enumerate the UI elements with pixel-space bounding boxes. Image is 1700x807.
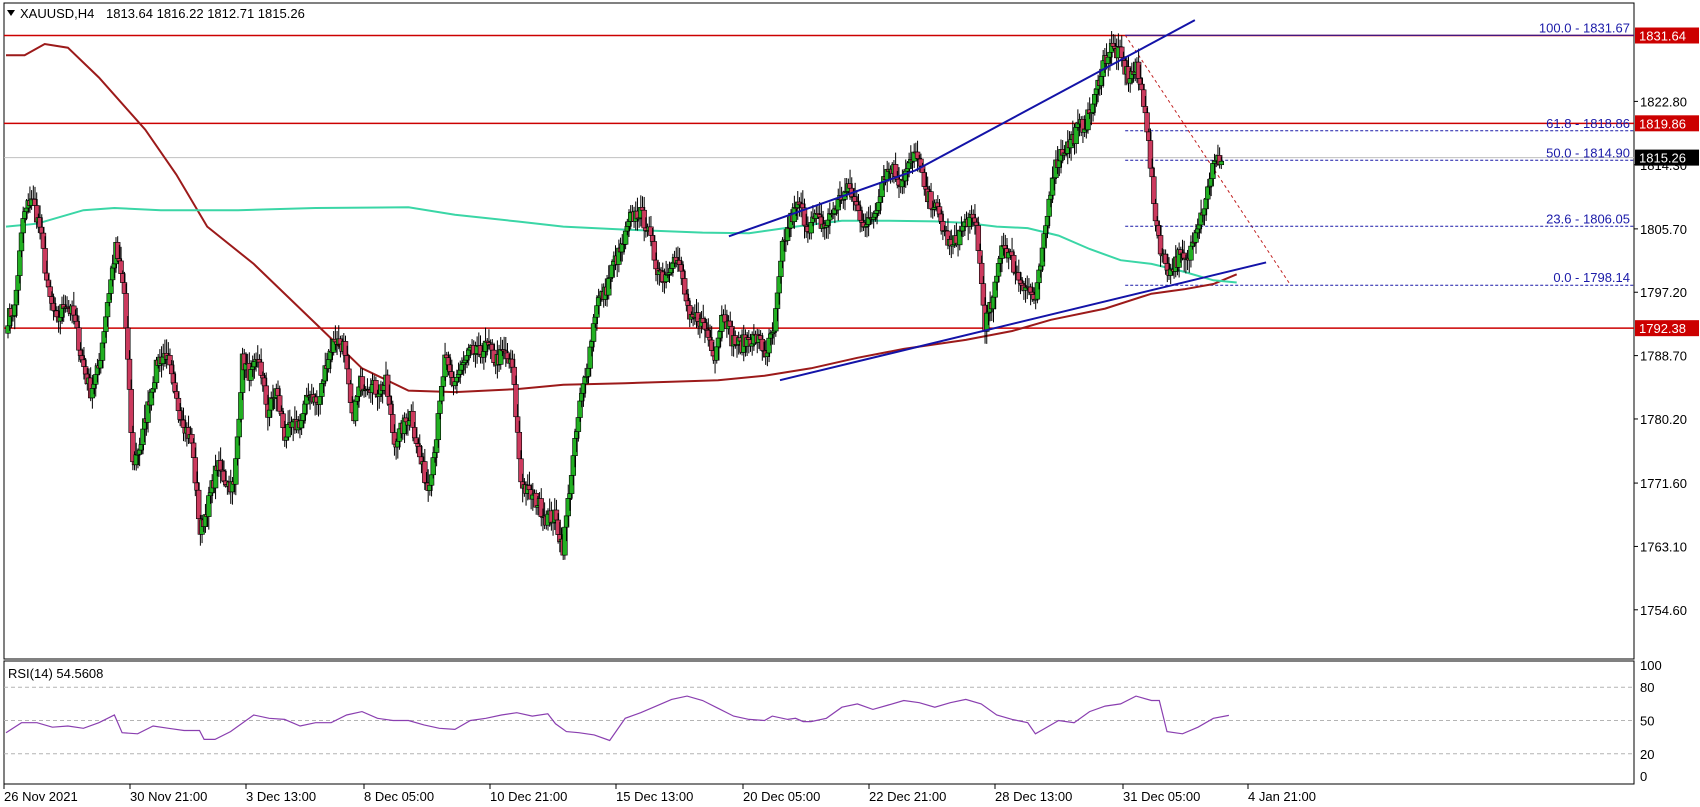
price-tick-label: 1797.20 (1640, 285, 1687, 300)
rsi-tick-label: 50 (1640, 714, 1654, 729)
trendline (914, 19, 1196, 172)
current-price-label: 1815.26 (1639, 151, 1686, 166)
level-price-tag (1635, 320, 1699, 337)
rsi-pane-frame (3, 660, 1635, 785)
time-tick-label: 20 Dec 05:00 (743, 789, 820, 804)
time-tick-label: 26 Nov 2021 (4, 789, 78, 804)
fibonacci-retracement: 100.0 - 1831.67 61.8 - 1818.86 50.0 - 1814… (1124, 20, 1634, 286)
current-price-tag (1635, 149, 1699, 166)
fib-level-label: 23.6 - 1806.05 (1546, 211, 1630, 226)
candle (1218, 156, 1225, 170)
time-axis: 26 Nov 2021 30 Nov 21:00 3 Dec 13:00 8 Dec … (3, 784, 1316, 804)
main-pane-frame (3, 2, 1635, 660)
time-tick-label: 4 Jan 21:00 (1248, 789, 1316, 804)
symbol-label: XAUUSD,H4 (20, 6, 94, 21)
time-tick-label: 3 Dec 13:00 (246, 789, 316, 804)
slow-moving-average-line (6, 42, 1238, 394)
level-price-tag (1635, 27, 1699, 44)
dropdown-triangle-icon[interactable] (7, 10, 15, 16)
fib-level-label: 100.0 - 1831.67 (1539, 20, 1630, 35)
price-tick-label: 1780.20 (1640, 412, 1687, 427)
rsi-tick-label: 80 (1640, 680, 1654, 695)
candle-body (1218, 160, 1225, 166)
fib-level-label: 61.8 - 1818.86 (1546, 116, 1630, 131)
candle-body (195, 489, 202, 520)
rsi-tick-label: 0 (1640, 769, 1647, 784)
moving-averages (5, 42, 1238, 394)
time-tick-label: 31 Dec 05:00 (1123, 789, 1200, 804)
level-price-label: 1792.38 (1639, 321, 1686, 336)
price-tick-label: 1822.80 (1640, 94, 1687, 109)
time-tick-label: 10 Dec 21:00 (490, 789, 567, 804)
time-tick-label: 8 Dec 05:00 (364, 789, 434, 804)
level-price-label: 1831.64 (1639, 29, 1686, 44)
price-tick-label: 1754.60 (1640, 603, 1687, 618)
candlesticks (5, 31, 1225, 560)
fast-moving-average-line (5, 206, 1237, 284)
rsi-label: RSI(14) 54.5608 (8, 666, 103, 681)
time-tick-label: 15 Dec 13:00 (616, 789, 693, 804)
time-tick-label: 28 Dec 13:00 (995, 789, 1072, 804)
fib-level-label: 0.0 - 1798.14 (1553, 270, 1630, 285)
price-axis: 1822.801814.301805.701797.201788.701780.… (1634, 94, 1699, 618)
time-tick-label: 30 Nov 21:00 (130, 789, 207, 804)
rsi-tick-label: 20 (1640, 747, 1654, 762)
price-tick-label: 1763.10 (1640, 539, 1687, 554)
time-tick-label: 22 Dec 21:00 (869, 789, 946, 804)
trendline (779, 261, 1267, 382)
price-tick-label: 1788.70 (1640, 349, 1687, 364)
horizontal-levels: 1831.64 1819.86 1792.38 (4, 27, 1699, 337)
price-tick-label: 1771.60 (1640, 476, 1687, 491)
rsi-indicator: 100 80 50 20 0 (4, 658, 1662, 784)
rsi-line (5, 695, 1230, 742)
rsi-tick-label: 100 (1640, 658, 1662, 673)
trendline (728, 169, 916, 238)
level-price-tag (1635, 115, 1699, 132)
price-tick-label: 1805.70 (1640, 222, 1687, 237)
trendlines (728, 19, 1267, 382)
fib-level-label: 50.0 - 1814.90 (1546, 145, 1630, 160)
ohlc-label: 1813.64 1816.22 1812.71 1815.26 (106, 6, 305, 21)
level-price-label: 1819.86 (1639, 116, 1686, 131)
